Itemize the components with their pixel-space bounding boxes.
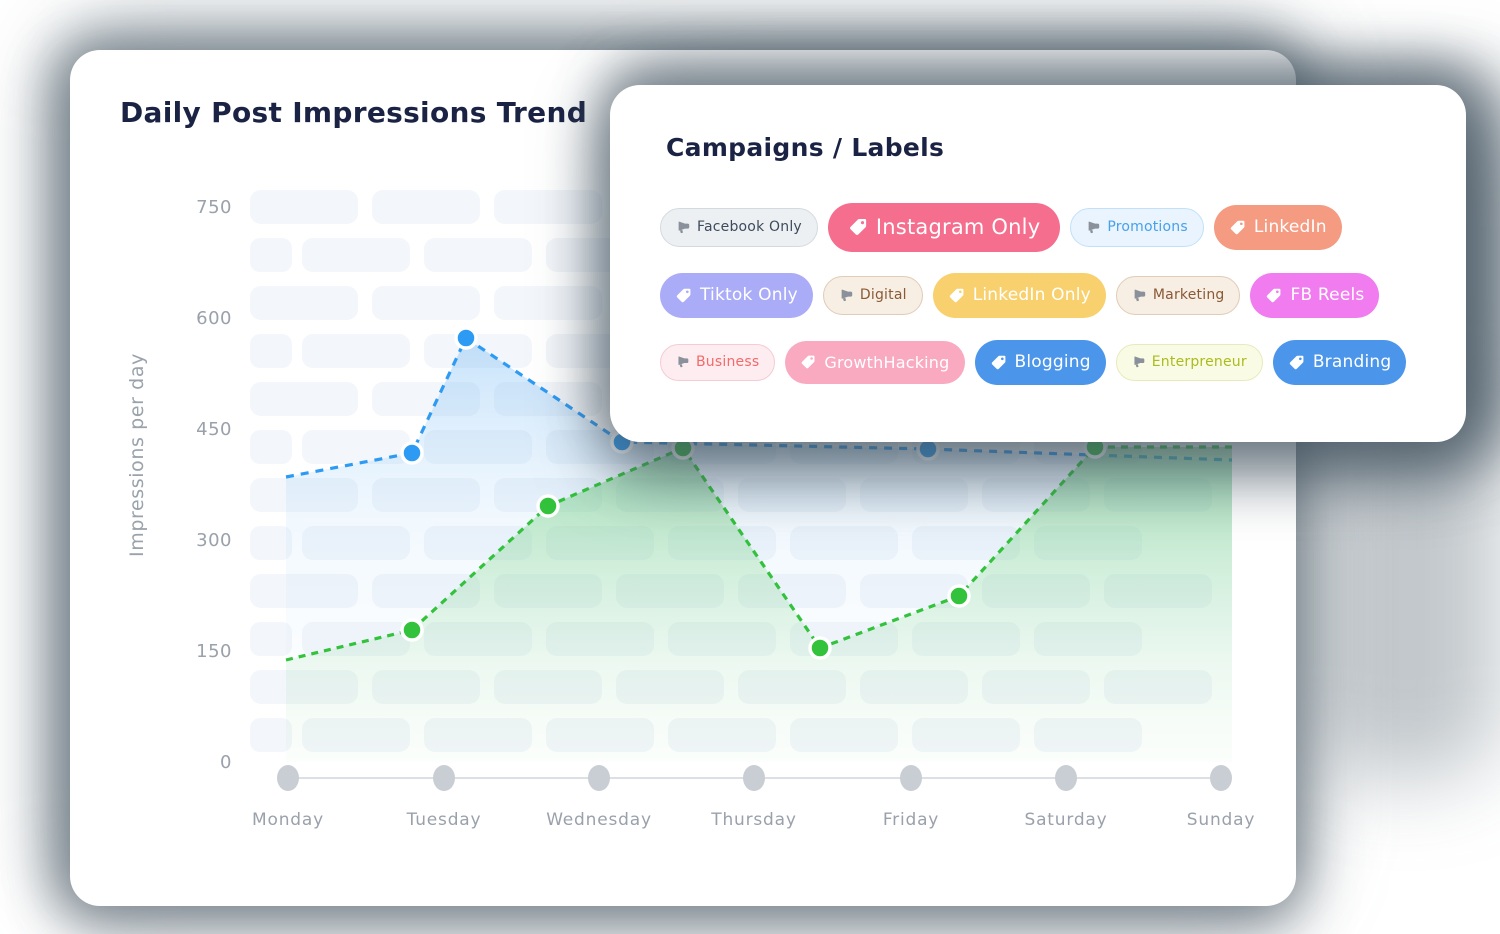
tag-icon xyxy=(802,355,815,369)
pill-label: Business xyxy=(696,354,760,370)
megaphone-icon xyxy=(678,221,690,233)
axis-dot xyxy=(1055,765,1077,791)
axis-dot xyxy=(588,765,610,791)
campaign-pill-linkedin-only[interactable]: LinkedIn Only xyxy=(932,272,1106,318)
y-tick-750: 750 xyxy=(196,197,232,218)
pill-label: Digital xyxy=(859,287,907,303)
campaign-pill-business[interactable]: Business xyxy=(660,343,776,381)
campaign-pill-fb-reels[interactable]: FB Reels xyxy=(1250,272,1380,318)
megaphone-icon xyxy=(1134,289,1146,301)
y-tick-600: 600 xyxy=(196,308,232,329)
campaign-pill-row: Tiktok Only Digital LinkedIn Only Market… xyxy=(660,271,1380,319)
tag-icon xyxy=(991,355,1005,369)
x-label-sunday: Sunday xyxy=(1186,810,1256,830)
axis-dot xyxy=(433,765,455,791)
y-axis-label: Impressions per day xyxy=(126,353,148,557)
y-tick-450: 450 xyxy=(196,419,232,440)
axis-dot xyxy=(277,765,299,791)
pill-label: Tiktok Only xyxy=(700,285,798,305)
axis-dot xyxy=(900,765,922,791)
campaign-pill-blogging[interactable]: Blogging xyxy=(974,339,1106,385)
campaigns-panel: Campaigns / Labels Facebook Only Instagr… xyxy=(610,85,1466,442)
megaphone-icon xyxy=(1134,356,1145,368)
axis-dot xyxy=(743,765,765,791)
x-label-tuesday: Tuesday xyxy=(406,810,482,830)
campaigns-panel-title: Campaigns / Labels xyxy=(666,133,945,162)
megaphone-icon xyxy=(678,356,689,368)
pill-label: GrowthHacking xyxy=(824,352,950,372)
x-label-saturday: Saturday xyxy=(1024,810,1108,830)
pill-label: LinkedIn Only xyxy=(972,285,1091,305)
tag-icon xyxy=(1267,288,1281,302)
campaign-pill-row: Facebook Only Instagram Only Promotions … xyxy=(660,201,1342,253)
pill-label: Facebook Only xyxy=(697,219,802,235)
pill-label: FB Reels xyxy=(1290,285,1365,305)
axis-dot xyxy=(1210,765,1232,791)
x-label-thursday: Thursday xyxy=(711,810,797,830)
pill-label: Promotions xyxy=(1107,219,1188,235)
pill-label: LinkedIn xyxy=(1253,217,1327,237)
campaign-pill-tiktok-only[interactable]: Tiktok Only xyxy=(660,272,813,318)
campaign-pill-instagram-only[interactable]: Instagram Only xyxy=(827,202,1061,252)
y-tick-150: 150 xyxy=(196,641,232,662)
campaign-pill-facebook-only[interactable]: Facebook Only xyxy=(660,207,818,247)
campaign-pill-branding[interactable]: Branding xyxy=(1272,339,1407,385)
drop-shadow-right-edge xyxy=(1310,380,1500,780)
campaign-pill-row: Business GrowthHacking Blogging Enterpre… xyxy=(660,339,1407,385)
pill-label: Enterpreneur xyxy=(1151,354,1247,370)
y-tick-300: 300 xyxy=(196,530,232,551)
tag-icon xyxy=(1230,220,1245,234)
x-label-wednesday: Wednesday xyxy=(546,810,652,830)
tag-icon xyxy=(949,288,964,302)
pill-label: Branding xyxy=(1312,352,1392,372)
campaign-pill-marketing[interactable]: Marketing xyxy=(1115,275,1241,315)
x-label-friday: Friday xyxy=(882,810,940,830)
tag-icon xyxy=(850,219,867,235)
megaphone-icon xyxy=(841,289,853,301)
chart-title: Daily Post Impressions Trend xyxy=(120,96,588,129)
pill-label: Marketing xyxy=(1152,287,1225,303)
campaign-pill-linkedin[interactable]: LinkedIn xyxy=(1213,204,1342,250)
x-label-monday: Monday xyxy=(252,810,324,830)
y-tick-0: 0 xyxy=(220,752,232,773)
campaign-pill-enterpreneur[interactable]: Enterpreneur xyxy=(1115,343,1263,381)
tag-icon xyxy=(1289,355,1304,369)
pill-label: Instagram Only xyxy=(875,215,1041,239)
tag-icon xyxy=(676,288,691,302)
campaign-pill-growthhacking[interactable]: GrowthHacking xyxy=(785,340,965,384)
campaign-pill-digital[interactable]: Digital xyxy=(822,275,923,315)
megaphone-icon xyxy=(1088,221,1100,233)
campaign-pill-promotions[interactable]: Promotions xyxy=(1070,207,1204,247)
pill-label: Blogging xyxy=(1014,352,1091,372)
